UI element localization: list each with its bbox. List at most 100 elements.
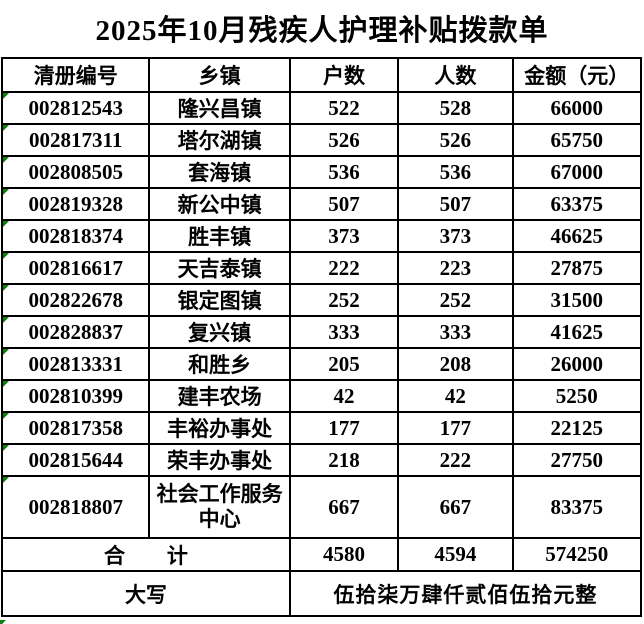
table-row: 002822678 银定图镇 252 252 31500 (0, 283, 643, 317)
households-cell[interactable]: 522 (288, 91, 400, 125)
amount-cell[interactable]: 26000 (511, 347, 643, 381)
roster-id: 002808505 (28, 159, 123, 184)
town-cell[interactable]: 隆兴昌镇 (148, 91, 291, 125)
households-cell[interactable]: 536 (288, 155, 400, 189)
roster-id-cell[interactable]: 002816617 (0, 251, 151, 285)
persons-cell[interactable]: 528 (397, 91, 514, 125)
error-indicator-icon (4, 94, 9, 99)
header-amount[interactable]: 金额（元） (511, 57, 643, 93)
amount-cell[interactable]: 41625 (511, 315, 643, 349)
amount-cell[interactable]: 31500 (511, 283, 643, 317)
table-row: 002819328 新公中镇 507 507 63375 (0, 187, 643, 221)
persons-cell[interactable]: 526 (397, 123, 514, 157)
town-cell[interactable]: 塔尔湖镇 (148, 123, 291, 157)
persons-cell[interactable]: 333 (397, 315, 514, 349)
households-cell[interactable]: 252 (288, 283, 400, 317)
amount-cell[interactable]: 46625 (511, 219, 643, 253)
error-indicator-icon (4, 478, 9, 483)
amount-cell[interactable]: 22125 (511, 411, 643, 445)
total-amount-cell[interactable]: 574250 (511, 537, 643, 572)
households-cell[interactable]: 222 (288, 251, 400, 285)
header-households[interactable]: 户数 (288, 57, 400, 93)
households-cell[interactable]: 177 (288, 411, 400, 445)
amount-in-words-label-cell[interactable]: 大写 (1, 570, 291, 617)
town-cell[interactable]: 银定图镇 (148, 283, 291, 317)
persons-cell[interactable]: 208 (397, 347, 514, 381)
town-cell[interactable]: 天吉泰镇 (148, 251, 291, 285)
amount-cell[interactable]: 66000 (511, 91, 643, 125)
roster-id-cell[interactable]: 002813331 (0, 347, 151, 381)
total-label-cell[interactable]: 合 计 (1, 537, 291, 572)
payout-table: 清册编号 乡镇 户数 人数 金额（元） 002812543 隆兴昌镇 522 5… (0, 57, 643, 617)
households-cell[interactable]: 333 (288, 315, 400, 349)
roster-id: 002828837 (28, 319, 123, 344)
town-cell[interactable]: 套海镇 (148, 155, 291, 189)
persons-cell[interactable]: 536 (397, 155, 514, 189)
roster-id-cell[interactable]: 002822678 (0, 283, 151, 317)
amount-cell[interactable]: 83375 (511, 475, 643, 539)
town-cell[interactable]: 复兴镇 (148, 315, 291, 349)
roster-id: 002817311 (29, 127, 123, 152)
error-indicator-icon (0, 620, 6, 624)
amount-cell[interactable]: 27875 (511, 251, 643, 285)
total-persons-cell[interactable]: 4594 (397, 537, 514, 572)
header-town[interactable]: 乡镇 (148, 57, 291, 93)
table-row: 002808505 套海镇 536 536 67000 (0, 155, 643, 189)
persons-cell[interactable]: 222 (397, 443, 514, 477)
roster-id-cell[interactable]: 002817358 (0, 411, 151, 445)
amount-cell[interactable]: 63375 (511, 187, 643, 221)
roster-id-cell[interactable]: 002819328 (0, 187, 151, 221)
total-households-cell[interactable]: 4580 (288, 537, 400, 572)
households-cell[interactable]: 526 (288, 123, 400, 157)
roster-id: 002816617 (28, 255, 123, 280)
town-cell[interactable]: 新公中镇 (148, 187, 291, 221)
amount-cell[interactable]: 65750 (511, 123, 643, 157)
table-row: 002815644 荣丰办事处 218 222 27750 (0, 443, 643, 477)
town-cell[interactable]: 和胜乡 (148, 347, 291, 381)
households-cell[interactable]: 205 (288, 347, 400, 381)
town-cell[interactable]: 胜丰镇 (148, 219, 291, 253)
roster-id: 002818807 (28, 494, 123, 519)
persons-cell[interactable]: 507 (397, 187, 514, 221)
amount-cell[interactable]: 67000 (511, 155, 643, 189)
header-roster-id[interactable]: 清册编号 (0, 57, 151, 93)
amount-cell[interactable]: 27750 (511, 443, 643, 477)
table-row: 002816617 天吉泰镇 222 223 27875 (0, 251, 643, 285)
amount-in-words-value-cell[interactable]: 伍拾柒万肆仟贰佰伍拾元整 (288, 570, 643, 617)
roster-id-cell[interactable]: 002815644 (0, 443, 151, 477)
error-indicator-icon (4, 318, 9, 323)
error-indicator-icon (4, 286, 9, 291)
table-row: 002828837 复兴镇 333 333 41625 (0, 315, 643, 349)
roster-id-cell[interactable]: 002810399 (0, 379, 151, 413)
persons-cell[interactable]: 373 (397, 219, 514, 253)
roster-id-cell[interactable]: 002828837 (0, 315, 151, 349)
households-cell[interactable]: 507 (288, 187, 400, 221)
persons-cell[interactable]: 667 (397, 475, 514, 539)
amount-in-words-row: 大写 伍拾柒万肆仟贰佰伍拾元整 (1, 570, 643, 617)
roster-id-cell[interactable]: 002818807 (0, 475, 151, 539)
persons-cell[interactable]: 223 (397, 251, 514, 285)
households-cell[interactable]: 42 (288, 379, 400, 413)
households-cell[interactable]: 373 (288, 219, 400, 253)
error-indicator-icon (4, 190, 9, 195)
amount-cell[interactable]: 5250 (511, 379, 643, 413)
town-cell[interactable]: 丰裕办事处 (148, 411, 291, 445)
header-persons[interactable]: 人数 (397, 57, 514, 93)
households-cell[interactable]: 218 (288, 443, 400, 477)
roster-id-cell[interactable]: 002812543 (0, 91, 151, 125)
roster-id: 002819328 (28, 191, 123, 216)
households-cell[interactable]: 667 (288, 475, 400, 539)
persons-cell[interactable]: 177 (397, 411, 514, 445)
table-row: 002818374 胜丰镇 373 373 46625 (0, 219, 643, 253)
table-row: 002810399 建丰农场 42 42 5250 (0, 379, 643, 413)
town-cell[interactable]: 建丰农场 (148, 379, 291, 413)
town-cell[interactable]: 社会工作服务中心 (148, 475, 291, 539)
persons-cell[interactable]: 42 (397, 379, 514, 413)
roster-id-cell[interactable]: 002817311 (0, 123, 151, 157)
roster-id-cell[interactable]: 002808505 (0, 155, 151, 189)
roster-id-cell[interactable]: 002818374 (0, 219, 151, 253)
error-indicator-icon (4, 414, 9, 419)
town-cell[interactable]: 荣丰办事处 (148, 443, 291, 477)
persons-cell[interactable]: 252 (397, 283, 514, 317)
roster-id: 002815644 (28, 447, 123, 472)
